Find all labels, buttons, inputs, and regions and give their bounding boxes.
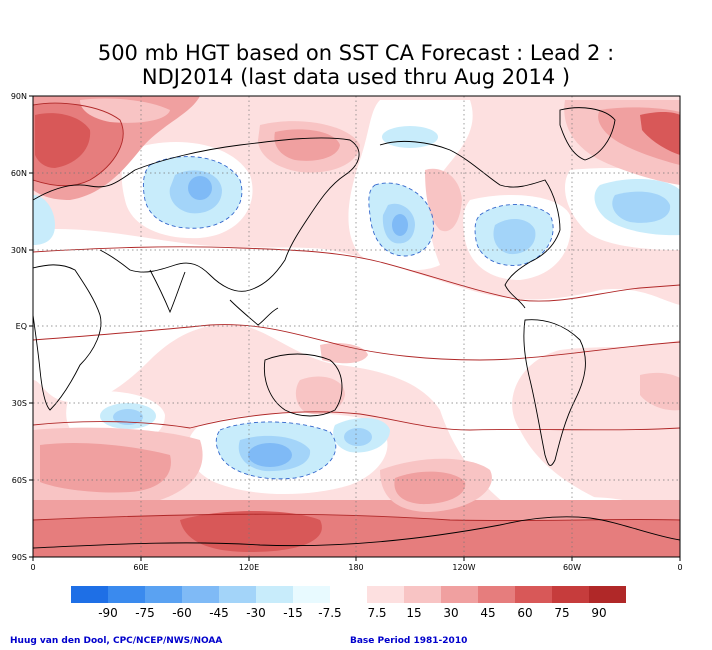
author-credit: Huug van den Dool, CPC/NCEP/NWS/NOAA	[10, 636, 223, 646]
y-tick-label: 30N	[11, 246, 27, 255]
legend-swatch	[515, 586, 552, 603]
legend-label: 90	[591, 606, 606, 620]
legend-swatch	[182, 586, 219, 603]
legend-label: 60	[517, 606, 532, 620]
x-tick-label: 0	[677, 563, 682, 572]
positive-anomaly	[180, 511, 322, 552]
y-tick-label: EQ	[16, 322, 27, 331]
contour-line	[215, 421, 337, 480]
positive-anomaly	[295, 376, 345, 415]
legend-label: 15	[406, 606, 421, 620]
legend-label: -60	[172, 606, 192, 620]
positive-anomaly	[80, 98, 170, 123]
negative-anomaly-core	[188, 176, 212, 200]
legend-swatch	[71, 586, 108, 603]
legend-swatch	[404, 586, 441, 603]
legend-swatch	[256, 586, 293, 603]
legend-swatch	[441, 586, 478, 603]
contour-lines	[33, 102, 680, 522]
legend-swatch	[293, 586, 330, 603]
contour-line	[33, 411, 680, 431]
map-title-line1: 500 mb HGT based on SST CA Forecast : Le…	[97, 41, 615, 65]
coastline-europe-asia	[33, 137, 360, 292]
y-tick-label: 60S	[12, 476, 27, 485]
legend-swatch	[552, 586, 589, 603]
legend-swatch	[108, 586, 145, 603]
legend-label: -7.5	[318, 606, 341, 620]
gridlines	[33, 96, 680, 557]
positive-anomaly	[640, 111, 680, 155]
legend-color-bar	[71, 586, 626, 603]
coastline-africa	[33, 264, 102, 411]
legend-label: -15	[283, 606, 303, 620]
coastline-india	[149, 269, 186, 314]
coastline-australia	[263, 353, 343, 417]
negative-anomaly	[493, 218, 536, 255]
legend-label: -75	[135, 606, 155, 620]
x-tick-label: 60E	[133, 563, 148, 572]
legend-label: -45	[209, 606, 229, 620]
positive-anomaly	[274, 129, 340, 161]
legend-swatch	[589, 586, 626, 603]
x-tick-label: 120E	[239, 563, 259, 572]
legend-label: 45	[480, 606, 495, 620]
contour-line	[33, 102, 124, 187]
positive-anomaly	[33, 514, 680, 557]
contour-line	[368, 182, 434, 257]
x-tick-label: 120W	[452, 563, 475, 572]
legend-swatch	[145, 586, 182, 603]
positive-anomaly	[35, 113, 91, 168]
negative-anomaly	[113, 409, 143, 425]
y-tick-label: 60N	[11, 169, 27, 178]
x-tick-label: 60W	[563, 563, 581, 572]
coastline-southeast-asia	[229, 299, 279, 326]
coastline-south-america	[523, 319, 586, 466]
legend-swatch	[219, 586, 256, 603]
negative-anomaly-core	[392, 214, 408, 236]
negative-anomaly	[612, 191, 671, 223]
legend-label: 30	[443, 606, 458, 620]
legend-label: 75	[554, 606, 569, 620]
contour-line	[33, 513, 680, 522]
map-title-line2: NDJ2014 (last data used thru Aug 2014 )	[141, 65, 571, 89]
contour-line	[142, 156, 243, 229]
contour-line	[474, 204, 554, 266]
legend-swatch	[367, 586, 404, 603]
coastlines	[33, 107, 680, 549]
x-tick-label: 0	[30, 563, 35, 572]
positive-anomaly	[40, 443, 171, 493]
legend-swatch	[478, 586, 515, 603]
coastline-north-america	[379, 140, 561, 309]
x-tick-label: 180	[348, 563, 363, 572]
legend-label: -30	[246, 606, 266, 620]
y-tick-label: 90S	[12, 553, 27, 562]
tick-marks	[29, 95, 681, 561]
negative-anomaly	[382, 126, 438, 148]
coastline-greenland	[559, 107, 616, 161]
legend-label: 7.5	[367, 606, 386, 620]
contour-line	[33, 324, 680, 361]
legend-labels: -90 -75 -60 -45 -30 -15 -7.5 7.5 15 30 4…	[98, 606, 606, 620]
negative-anomaly	[33, 195, 55, 245]
coastline-antarctica	[33, 516, 680, 549]
contour-line	[33, 246, 680, 302]
negative-anomaly	[344, 428, 372, 446]
legend-label: -90	[98, 606, 118, 620]
negative-anomaly-core	[248, 443, 292, 467]
positive-anomaly	[640, 372, 680, 411]
positive-anomaly	[425, 168, 462, 232]
y-tick-label: 30S	[12, 399, 27, 408]
base-period-note: Base Period 1981-2010	[350, 636, 468, 646]
legend-swatch	[330, 586, 367, 603]
y-tick-label: 90N	[11, 92, 27, 101]
